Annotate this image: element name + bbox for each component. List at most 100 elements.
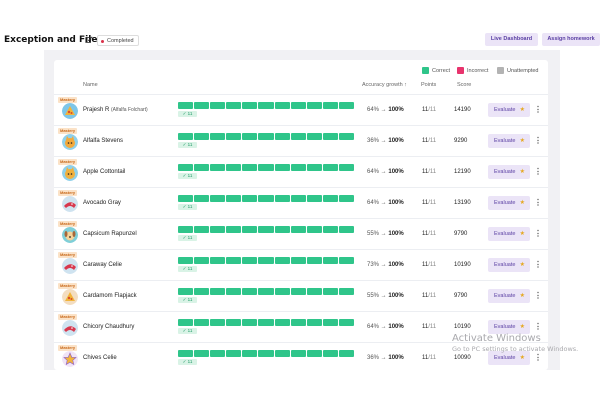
mastery-badge: Mastery (58, 97, 78, 103)
answer-progress-bar (178, 195, 355, 202)
mastery-badge: Mastery (58, 314, 78, 320)
evaluate-button[interactable]: Evaluate ★ (488, 103, 530, 117)
more-options-icon[interactable]: ⋮ (534, 198, 542, 207)
student-name-text: Alfalfa Stevens (83, 138, 124, 144)
accuracy-to: 100% (388, 262, 404, 268)
correct-count: ✓ 11 (178, 142, 197, 148)
accuracy-growth: 64% → 100% (367, 107, 404, 113)
accuracy-growth: 73% → 100% (367, 262, 404, 268)
avatar-shark-icon (62, 258, 78, 274)
evaluate-button[interactable]: Evaluate ★ (488, 258, 530, 272)
answer-progress-bar (178, 257, 355, 264)
student-name-text: Capsicum Rapunzel (83, 231, 137, 237)
unattempted-swatch (497, 67, 504, 75)
accuracy-from: 55% (367, 231, 380, 237)
column-header-name[interactable]: Name (83, 82, 98, 88)
column-header-score[interactable]: Score (457, 82, 472, 88)
mastery-badge: Mastery (58, 252, 78, 258)
sparkle-icon: ★ (519, 293, 525, 299)
live-dashboard-button[interactable]: Live Dashboard (485, 33, 538, 46)
column-header-points[interactable]: Points (421, 82, 437, 88)
evaluate-button[interactable]: Evaluate ★ (488, 134, 530, 148)
evaluate-button[interactable]: Evaluate ★ (488, 289, 530, 303)
points-total: /11 (428, 262, 437, 268)
more-options-icon[interactable]: ⋮ (534, 260, 542, 269)
table-row[interactable]: Mastery Capsicum Rapunzel ✓ 11 55% → 100… (54, 218, 548, 249)
student-name[interactable]: Prajesh R (Alfalfa Folchart) (83, 107, 148, 113)
assign-homework-button[interactable]: Assign homework (542, 33, 600, 46)
student-name[interactable]: Chives Celie (83, 355, 117, 361)
mastery-badge: Mastery (58, 345, 78, 351)
table-row[interactable]: Mastery Prajesh R (Alfalfa Folchart) ✓ 1… (54, 94, 548, 125)
legend-correct: Correct (422, 67, 450, 75)
more-options-icon[interactable]: ⋮ (534, 167, 542, 176)
answer-progress-bar (178, 133, 355, 140)
sparkle-icon: ★ (519, 138, 525, 144)
score: 10190 (454, 324, 471, 330)
table-row[interactable]: Mastery Caraway Celie ✓ 11 73% → 100% 11… (54, 249, 548, 280)
evaluate-button[interactable]: Evaluate ★ (488, 196, 530, 210)
student-table-card (54, 60, 548, 370)
student-name[interactable]: Avocado Gray (83, 200, 121, 206)
edit-icon[interactable] (85, 36, 93, 44)
answer-progress-bar (178, 102, 355, 109)
evaluate-button[interactable]: Evaluate ★ (488, 320, 530, 334)
table-row[interactable]: Mastery Alfalfa Stevens ✓ 11 36% → 100% … (54, 125, 548, 156)
points-total: /11 (428, 107, 437, 113)
legend-unattempted-label: Unattempted (507, 68, 539, 74)
sparkle-icon: ★ (519, 200, 525, 206)
evaluate-label: Evaluate (494, 293, 516, 299)
accuracy-to: 100% (388, 324, 404, 330)
correct-count: ✓ 11 (178, 173, 197, 179)
correct-count: ✓ 11 (178, 235, 197, 241)
table-row[interactable]: Mastery Avocado Gray ✓ 11 64% → 100% 11/… (54, 187, 548, 218)
more-options-icon[interactable]: ⋮ (534, 105, 542, 114)
points: 11/11 (422, 355, 436, 361)
score: 9790 (454, 293, 468, 299)
status-badge: Completed (97, 35, 139, 46)
accuracy-from: 36% (367, 355, 380, 361)
evaluate-label: Evaluate (494, 200, 516, 206)
score: 10090 (454, 355, 471, 361)
points: 11/11 (422, 262, 436, 268)
student-name[interactable]: Alfalfa Stevens (83, 138, 123, 144)
more-options-icon[interactable]: ⋮ (534, 229, 542, 238)
evaluate-label: Evaluate (494, 138, 516, 144)
points: 11/11 (422, 324, 436, 330)
student-name[interactable]: Chicory Chaudhury (83, 324, 134, 330)
table-row[interactable]: Mastery Apple Cottontail ✓ 11 64% → 100%… (54, 156, 548, 187)
accuracy-to: 100% (388, 355, 404, 361)
more-options-icon[interactable]: ⋮ (534, 291, 542, 300)
table-row[interactable]: Mastery Chives Celie ✓ 11 36% → 100% 11/… (54, 342, 548, 373)
score: 14190 (454, 107, 471, 113)
avatar-pizza-icon (62, 103, 78, 119)
evaluate-button[interactable]: Evaluate ★ (488, 227, 530, 241)
student-name-text: Prajesh R (83, 107, 110, 113)
student-name[interactable]: Apple Cottontail (83, 169, 125, 175)
student-name[interactable]: Caraway Celie (83, 262, 122, 268)
points-value: 11 (422, 200, 429, 206)
student-name[interactable]: Capsicum Rapunzel (83, 231, 137, 237)
correct-count: ✓ 11 (178, 297, 197, 303)
correct-count: ✓ 11 (178, 359, 197, 365)
evaluate-button[interactable]: Evaluate ★ (488, 351, 530, 365)
avatar-shark-icon (62, 196, 78, 212)
more-options-icon[interactable]: ⋮ (534, 136, 542, 145)
points-total: /11 (428, 324, 437, 330)
evaluate-button[interactable]: Evaluate ★ (488, 165, 530, 179)
accuracy-from: 64% (367, 200, 380, 206)
points-value: 11 (422, 231, 429, 237)
watermark-subtitle: Go to PC settings to activate Windows. (452, 345, 579, 353)
more-options-icon[interactable]: ⋮ (534, 322, 542, 331)
table-row[interactable]: Mastery Chicory Chaudhury ✓ 11 64% → 100… (54, 311, 548, 342)
answer-progress-bar (178, 350, 355, 357)
correct-count: ✓ 11 (178, 266, 197, 272)
accuracy-to: 100% (388, 169, 404, 175)
table-row[interactable]: Mastery Cardamom Flapjack ✓ 11 55% → 100… (54, 280, 548, 311)
points-value: 11 (422, 262, 429, 268)
student-name[interactable]: Cardamom Flapjack (83, 293, 137, 299)
student-name-text: Chicory Chaudhury (83, 324, 135, 330)
mastery-badge: Mastery (58, 159, 78, 165)
column-header-accuracy[interactable]: Accuracy growth ↑ (362, 82, 407, 88)
more-options-icon[interactable]: ⋮ (534, 353, 542, 362)
